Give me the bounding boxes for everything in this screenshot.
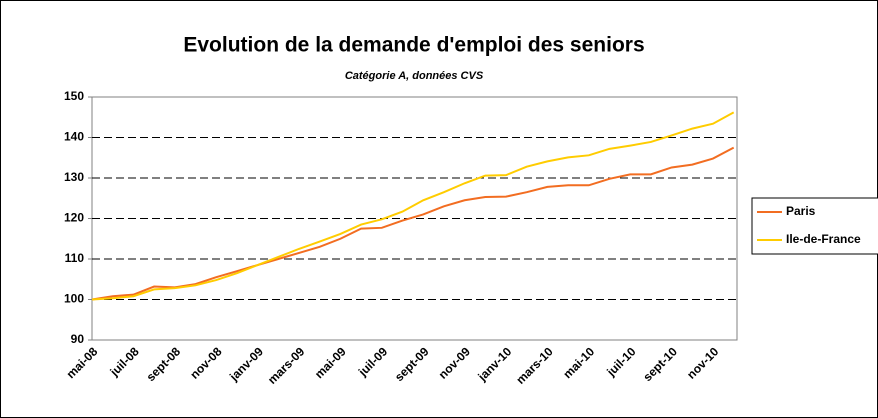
plot-area [91, 96, 738, 341]
y-tick-label: 110 [65, 251, 85, 265]
y-tick-label: 130 [64, 170, 84, 184]
chart-subtitle: Catégorie A, données CVS [345, 70, 484, 82]
series-line [91, 146, 735, 301]
y-tick-label: 150 [64, 89, 84, 103]
legend-box [751, 197, 878, 255]
legend-label: Ile-de-France [786, 232, 861, 246]
y-tick-label: 120 [64, 211, 84, 225]
y-tick-label: 140 [64, 130, 84, 144]
y-tick-label: 90 [71, 332, 85, 346]
y-tick-label: 100 [64, 292, 84, 306]
series-line [91, 111, 735, 301]
chart-title: Evolution de la demande d'emploi des sen… [183, 34, 644, 57]
legend-label: Paris [786, 204, 816, 218]
